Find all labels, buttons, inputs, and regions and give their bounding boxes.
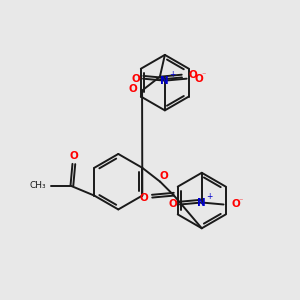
Text: N: N <box>160 76 169 85</box>
Text: O: O <box>195 74 203 84</box>
Text: O: O <box>129 84 137 94</box>
Text: O: O <box>140 193 149 202</box>
Text: O: O <box>69 151 78 161</box>
Text: +: + <box>169 70 176 79</box>
Text: O: O <box>232 200 240 209</box>
Text: ⁻: ⁻ <box>238 196 243 205</box>
Text: CH₃: CH₃ <box>29 181 46 190</box>
Text: O: O <box>132 74 140 84</box>
Text: O: O <box>169 200 177 209</box>
Text: N: N <box>197 197 206 208</box>
Text: O: O <box>189 70 197 80</box>
Text: ⁻: ⁻ <box>201 70 206 79</box>
Text: O: O <box>160 171 169 181</box>
Text: +: + <box>206 192 213 201</box>
